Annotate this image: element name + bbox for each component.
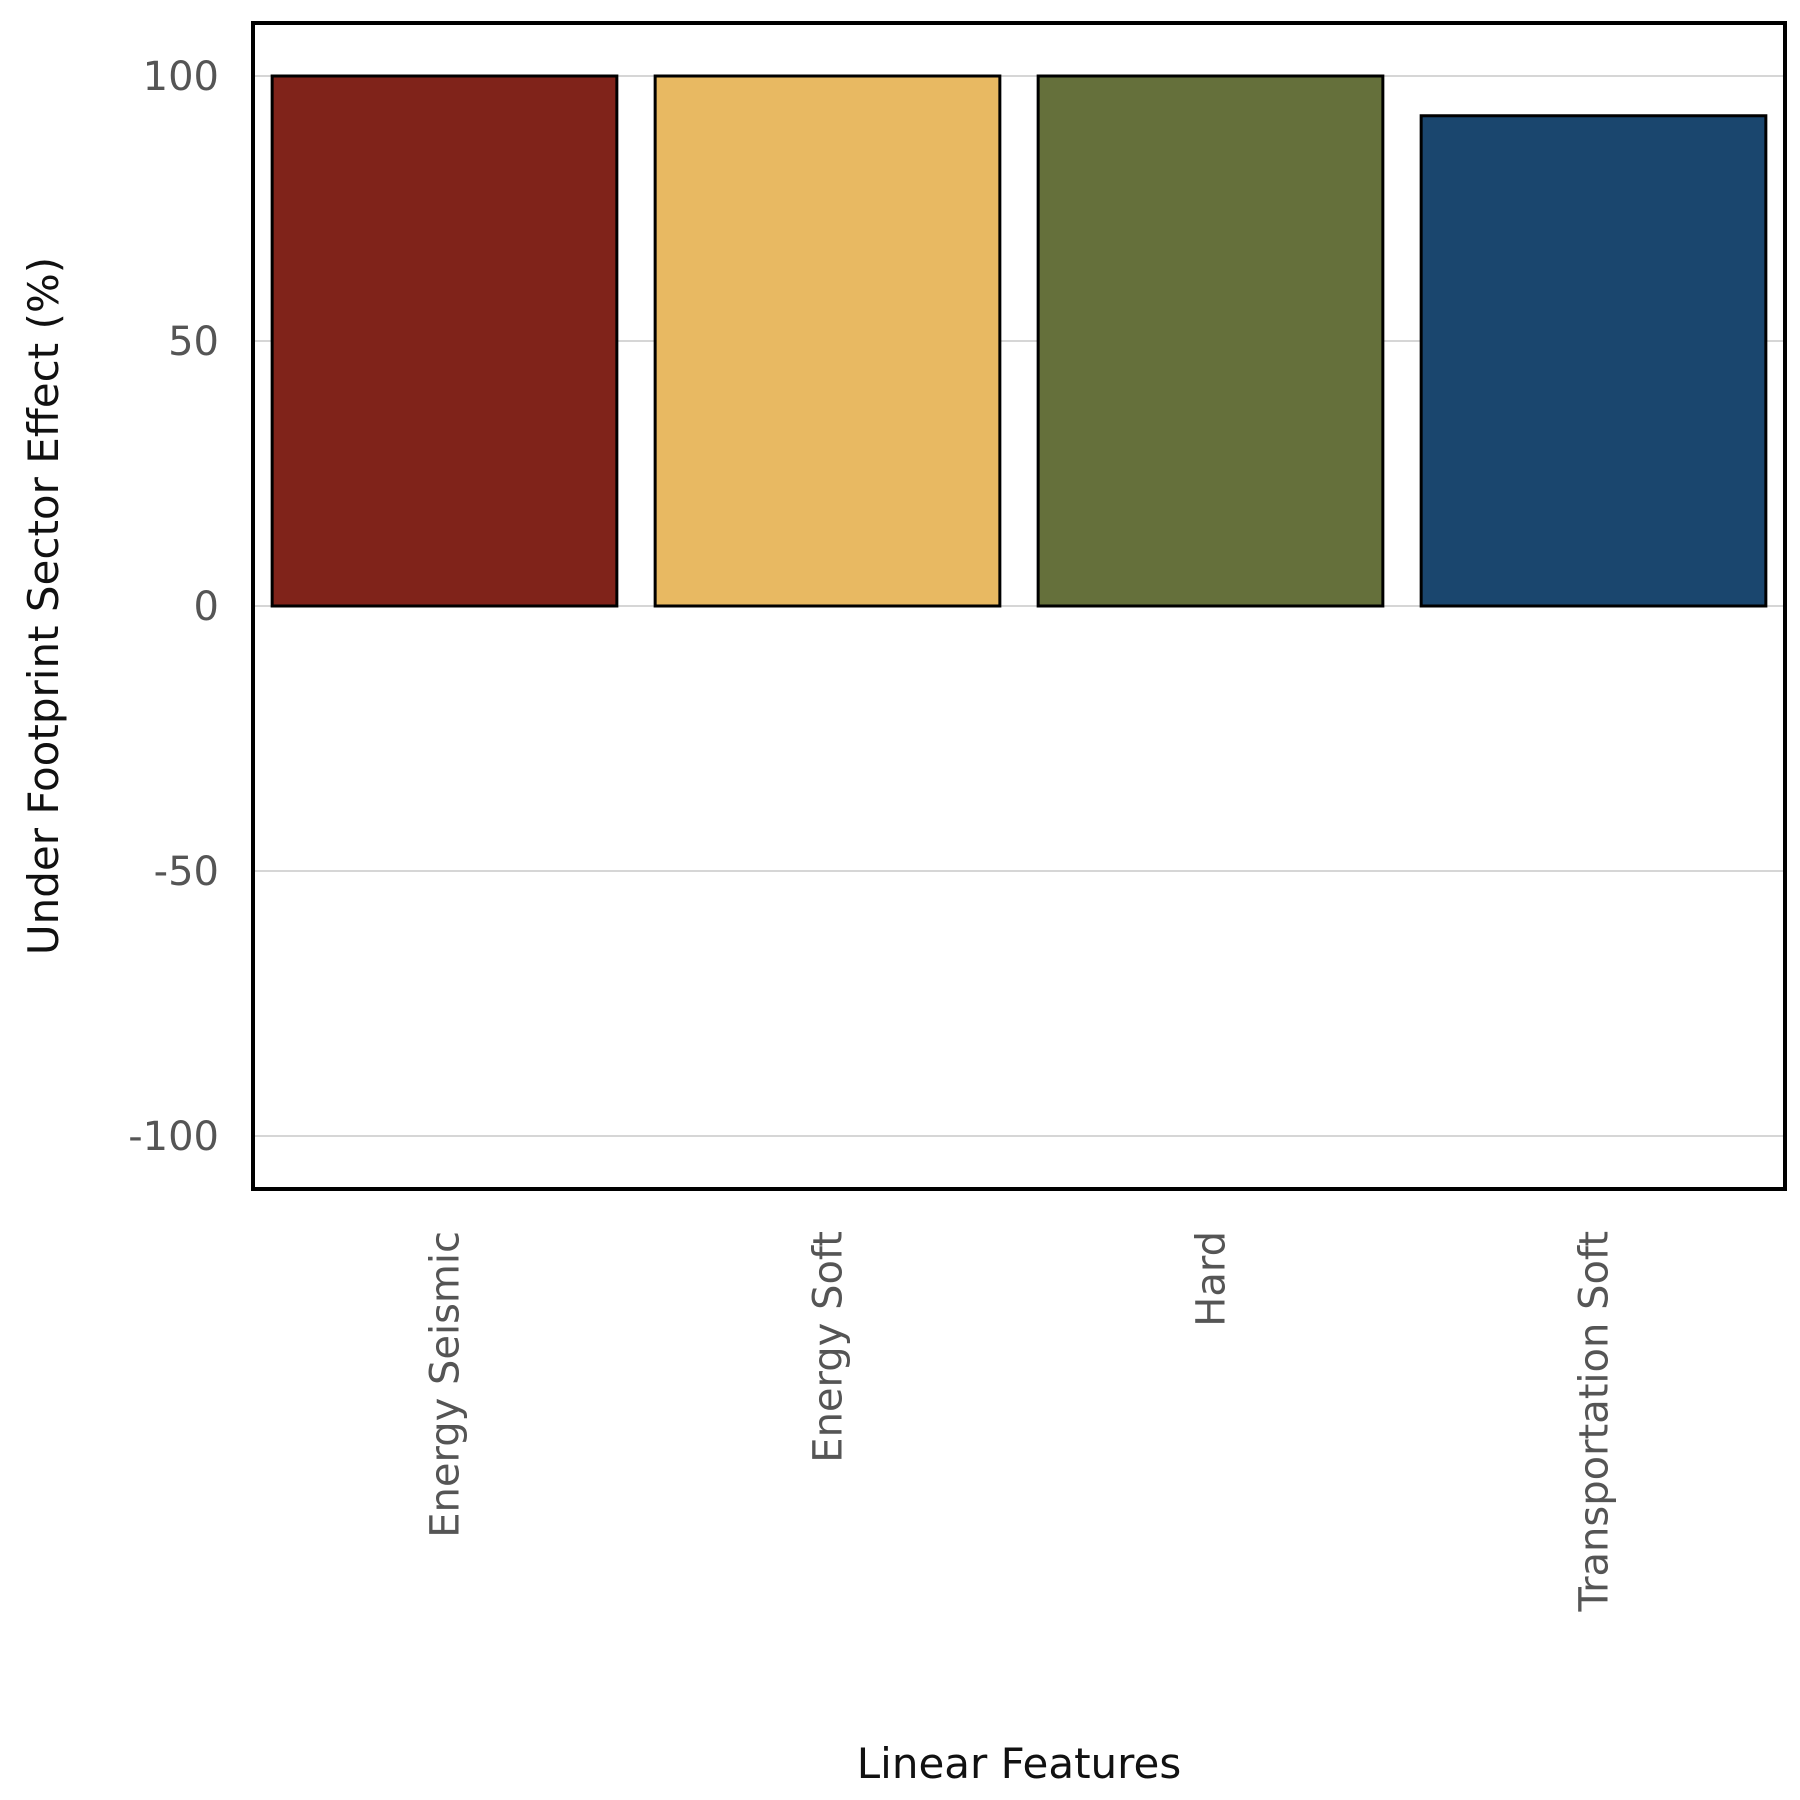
plot-frame xyxy=(251,21,1787,1191)
y-tick-label: 100 xyxy=(143,54,219,100)
y-tick-label: 0 xyxy=(194,584,219,630)
x-axis-title: Linear Features xyxy=(857,1739,1181,1788)
x-tick-label: Energy Soft xyxy=(806,1231,852,1463)
y-tick-label: 50 xyxy=(168,319,219,365)
bar xyxy=(653,74,1002,608)
y-tick-labels: -100 -50 0 50 100 xyxy=(128,54,219,1160)
bars xyxy=(270,74,1768,608)
bar xyxy=(1036,74,1385,608)
x-tick-label: Transportation Soft xyxy=(1572,1231,1618,1612)
y-tick-label: -100 xyxy=(128,1114,219,1160)
x-tick-label: Hard xyxy=(1189,1231,1235,1327)
y-axis-title: Under Footprint Sector Effect (%) xyxy=(19,257,68,955)
y-tick-label: -50 xyxy=(154,849,219,895)
x-tick-labels: Energy Seismic Energy Soft Hard Transportat… xyxy=(423,1231,1618,1612)
x-tick-label: Energy Seismic xyxy=(423,1231,469,1538)
bar xyxy=(1419,114,1768,608)
bar xyxy=(270,74,619,608)
